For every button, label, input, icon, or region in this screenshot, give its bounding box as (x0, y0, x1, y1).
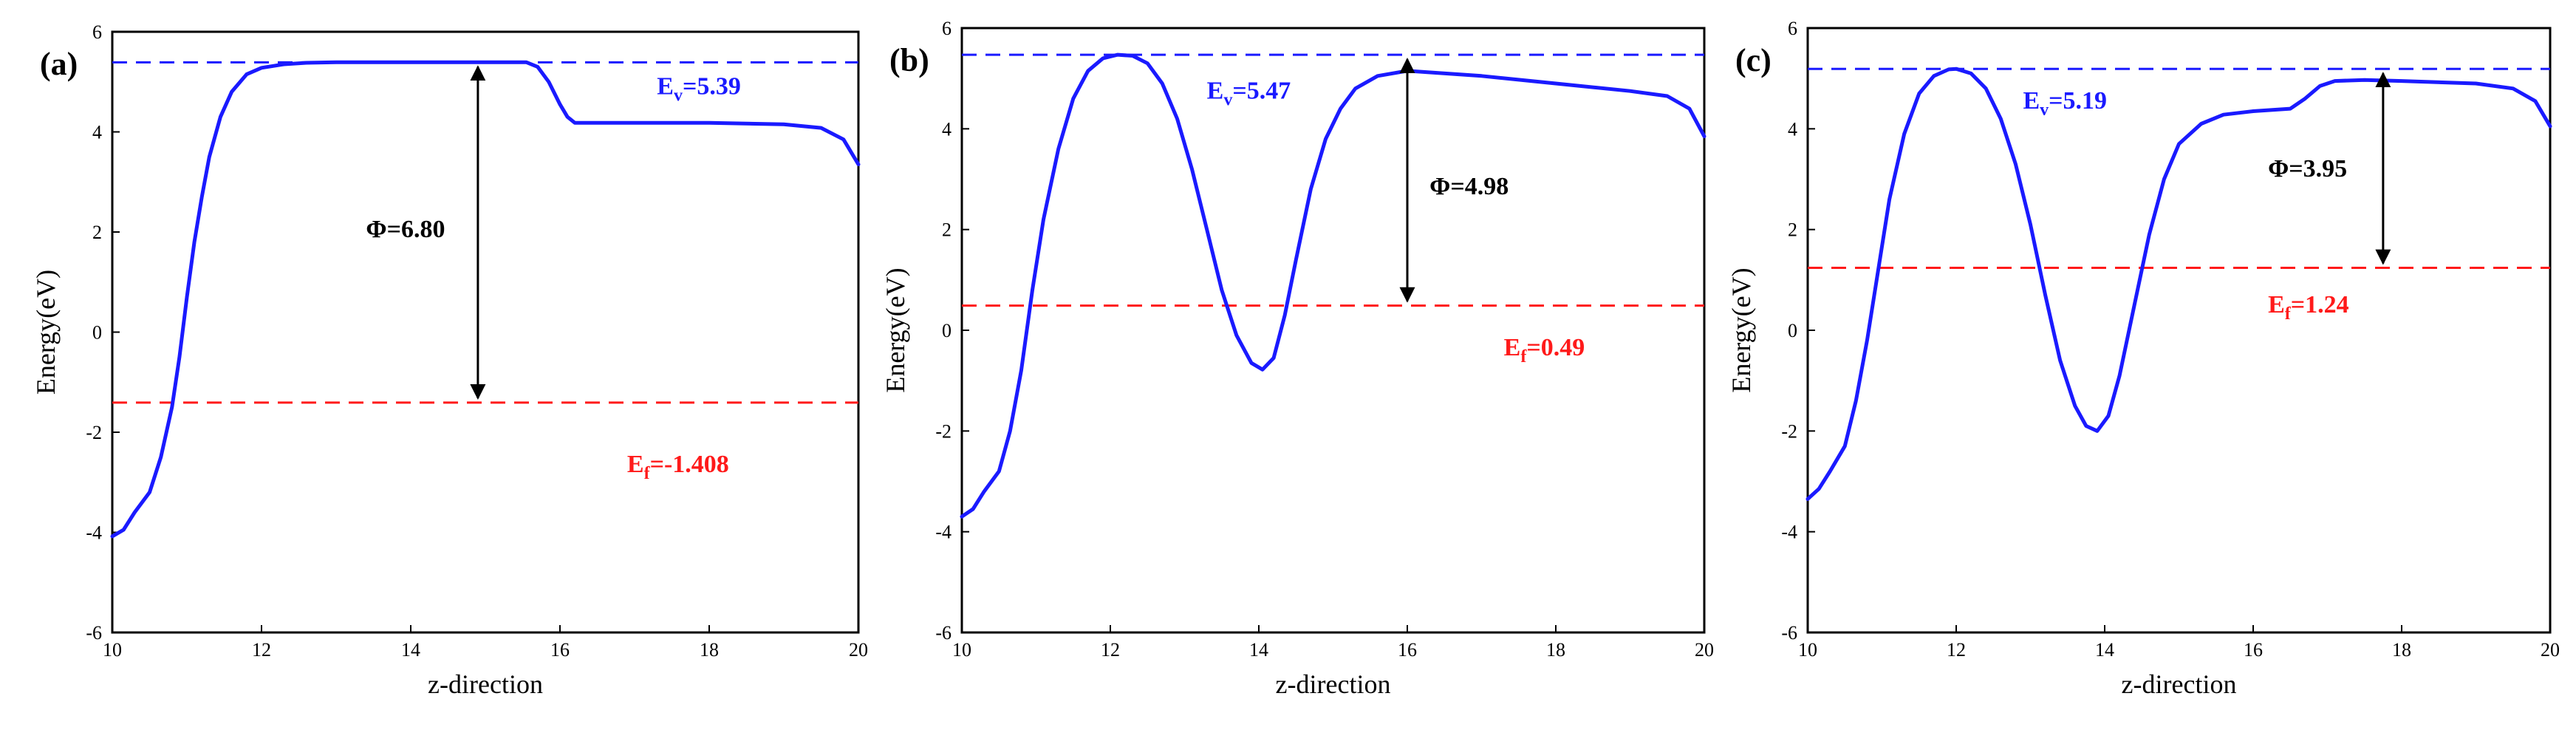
y-tick-label: 2 (1788, 219, 1797, 241)
fermi-level-label: Ef=-1.408 (627, 451, 729, 483)
x-tick-label: 10 (1798, 639, 1817, 661)
y-tick-label: -4 (1781, 522, 1797, 543)
y-tick-label: 0 (1788, 320, 1797, 341)
x-tick-label: 10 (103, 639, 122, 661)
y-tick-label: -6 (1781, 622, 1797, 644)
x-axis-title: z-direction (428, 669, 543, 699)
y-axis-title: Energy(eV) (881, 267, 910, 392)
y-tick-label: 2 (942, 219, 952, 241)
x-tick-label: 12 (1101, 639, 1120, 661)
y-tick-label: 4 (942, 118, 952, 140)
y-tick-label: -4 (86, 522, 102, 544)
work-function-label: Φ=4.98 (1429, 173, 1509, 200)
y-axis-title: Energy(eV) (1726, 267, 1756, 392)
x-tick-label: 12 (252, 639, 271, 661)
x-tick-label: 12 (1947, 639, 1966, 661)
fermi-level-label: Ef=0.49 (1504, 334, 1585, 366)
potential-curve (110, 60, 861, 539)
y-tick-label: 6 (942, 18, 952, 39)
x-axis-title: z-direction (2122, 669, 2237, 699)
x-tick-label: 18 (2392, 639, 2411, 661)
x-tick-label: 16 (1398, 639, 1417, 661)
y-tick-label: 6 (92, 21, 102, 43)
y-tick-label: -2 (1781, 420, 1797, 442)
y-tick-label: -4 (935, 522, 952, 543)
work-function-label: Φ=3.95 (2268, 155, 2347, 182)
x-tick-label: 10 (952, 639, 971, 661)
x-tick-label: 20 (849, 639, 868, 661)
x-tick-label: 20 (2541, 639, 2560, 661)
y-tick-label: 2 (92, 222, 102, 243)
x-tick-label: 16 (550, 639, 570, 661)
plot-frame-3 (1806, 27, 2552, 634)
x-tick-label: 20 (1695, 639, 1714, 661)
y-tick-label: 4 (92, 122, 102, 143)
x-tick-label: 14 (1249, 639, 1268, 661)
y-tick-label: -6 (935, 622, 952, 644)
panel-label: (c) (1735, 42, 1772, 78)
x-tick-label: 18 (700, 639, 719, 661)
x-axis-title: z-direction (1276, 669, 1391, 699)
plot-frame-2 (960, 27, 1706, 634)
vacuum-level-label: Ev=5.19 (2023, 87, 2107, 120)
potential-curve (1805, 66, 2552, 501)
y-axis-title: Energy(eV) (31, 270, 61, 395)
y-tick-label: 0 (92, 322, 102, 344)
y-tick-label: -2 (86, 422, 102, 443)
potential-curve (960, 52, 1706, 519)
vacuum-level-label: Ev=5.47 (1207, 77, 1291, 109)
y-tick-label: 6 (1788, 18, 1797, 39)
panel-label: (b) (889, 42, 929, 78)
y-tick-label: 0 (942, 320, 952, 341)
panel-label: (a) (40, 46, 78, 82)
fermi-level-label: Ef=1.24 (2268, 291, 2349, 324)
x-tick-label: 14 (2095, 639, 2114, 661)
y-tick-label: -6 (86, 622, 102, 644)
vacuum-level-label: Ev=5.39 (657, 73, 741, 106)
x-tick-label: 18 (1546, 639, 1565, 661)
work-function-label: Φ=6.80 (366, 216, 445, 243)
x-tick-label: 16 (2244, 639, 2263, 661)
x-tick-label: 14 (401, 639, 420, 661)
y-tick-label: 4 (1788, 118, 1797, 140)
y-tick-label: -2 (935, 420, 952, 442)
